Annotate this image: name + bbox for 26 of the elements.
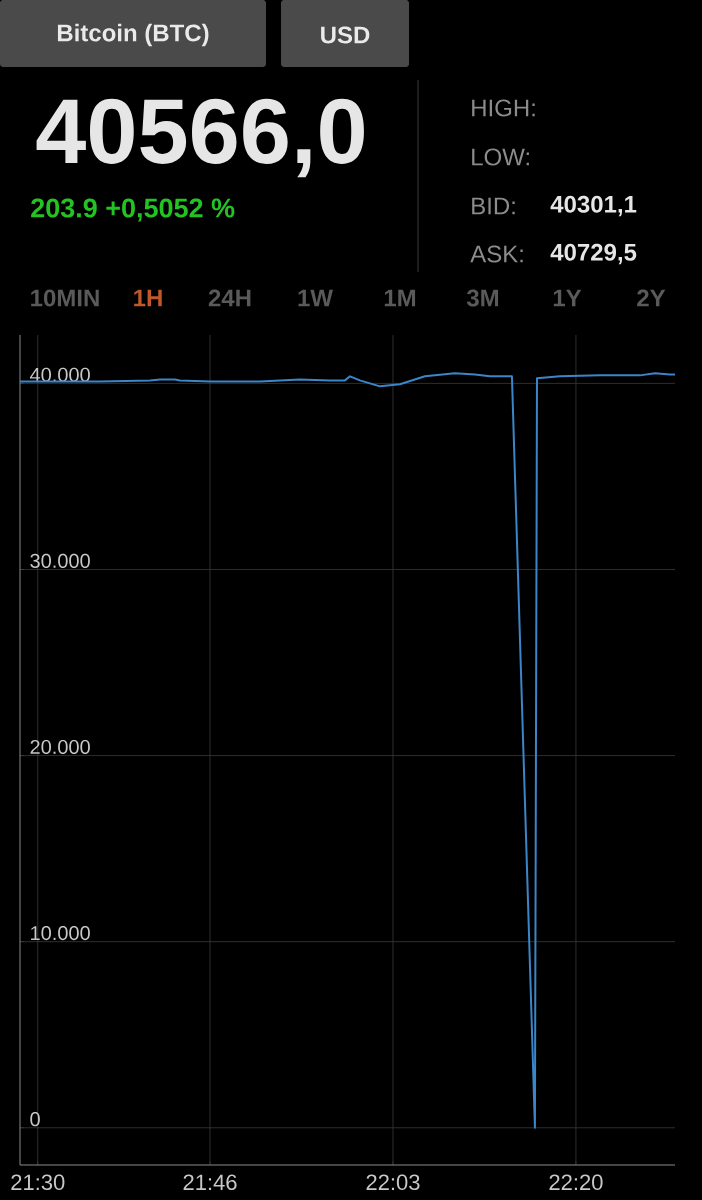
text: 203.9 +0,5052 % <box>31 198 235 222</box>
y-tick-label: 10.000 <box>31 925 90 941</box>
text: ASK: <box>470 245 523 263</box>
text: 40566,0 <box>36 98 364 178</box>
text: 1M <box>384 289 416 307</box>
text: 40729,5 <box>550 243 637 265</box>
x-tick-label: 21:30 <box>11 1174 65 1191</box>
text: 24H <box>208 289 251 307</box>
text: 10MIN <box>31 289 99 307</box>
x-tick-label: 22:20 <box>549 1174 603 1191</box>
x-tick-label: 22:03 <box>366 1174 420 1191</box>
text: 1H <box>134 289 162 307</box>
text: LOW: <box>472 148 529 166</box>
text: HIGH: <box>472 99 535 117</box>
text: 1W <box>298 289 333 307</box>
text: USD <box>321 26 370 44</box>
y-tick-label: 0 <box>30 1112 40 1127</box>
text: 40301,1 <box>550 195 637 217</box>
text: 3M <box>466 289 499 307</box>
y-tick-label: 20.000 <box>30 739 90 755</box>
y-tick-label: 30.000 <box>30 553 90 568</box>
text: BID: <box>472 197 515 215</box>
x-tick-label: 21:46 <box>183 1174 237 1191</box>
text: 1Y <box>553 289 582 307</box>
text: 2Y <box>637 289 666 307</box>
text: Bitcoin (BTC) <box>57 23 209 47</box>
